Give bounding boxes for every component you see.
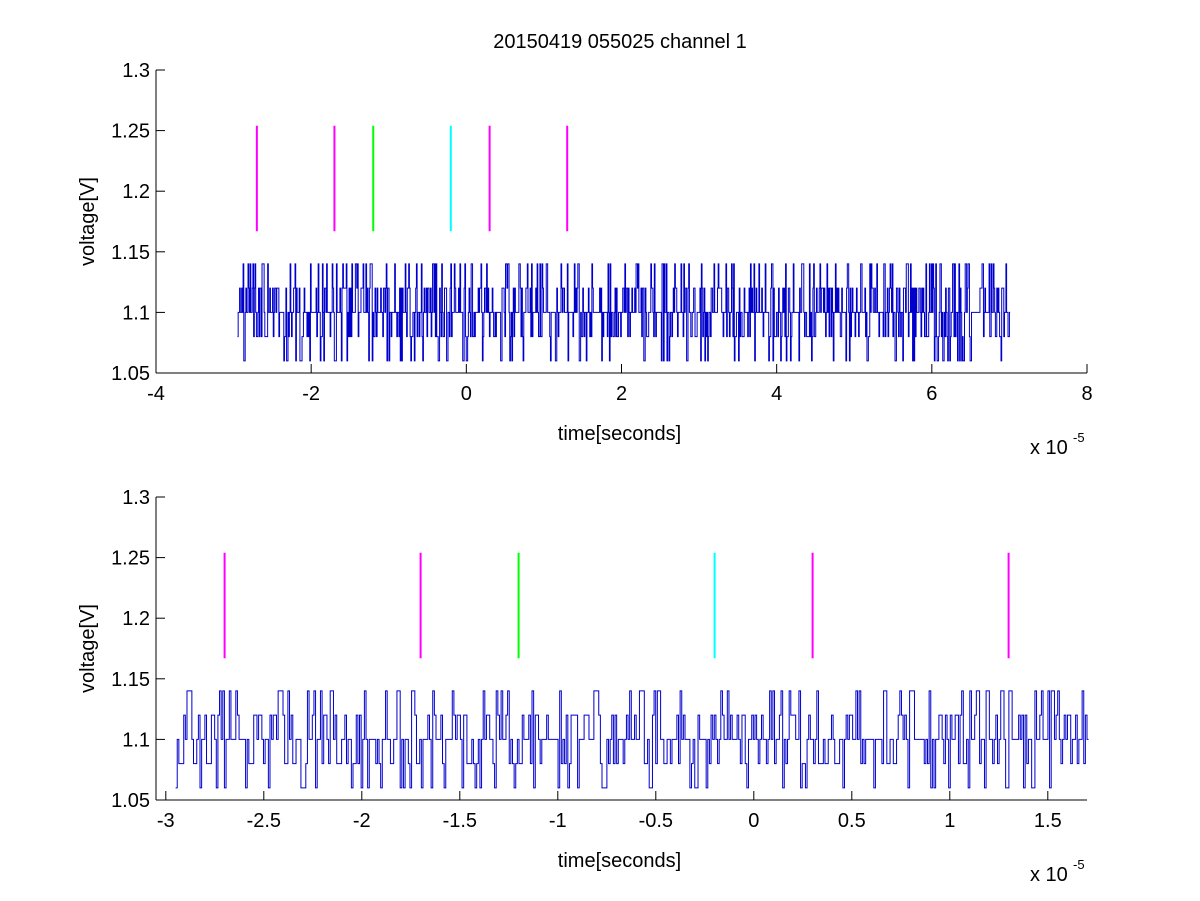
x-multiplier-label: x 10 (1030, 864, 1068, 886)
figure-title: 20150419 055025 channel 1 (493, 31, 747, 53)
x-tick-label: 1.5 (1034, 810, 1062, 832)
x-multiplier-label: x 10 (1030, 437, 1068, 459)
x-tick-label: -2.5 (247, 810, 281, 832)
bottom-plot: -3 -2.5 -2 -1.5 -1 -0.5 0 0.5 1 1.5 1.05 1.1 1.15 1.2… (77, 487, 1089, 886)
y-tick-label: 1.1 (122, 729, 150, 751)
y-tick-label: 1.25 (111, 121, 150, 143)
y-tick-label: 1.15 (111, 242, 150, 264)
x-tick-label: 0.5 (838, 810, 866, 832)
y-tick-label: 1.05 (111, 790, 150, 812)
x-tick-label: -4 (147, 383, 165, 405)
x-tick-label: 6 (926, 383, 937, 405)
x-tick-label: 0 (748, 810, 759, 832)
y-axis-label: voltage[V] (77, 177, 99, 266)
x-axis-label: time[seconds] (558, 850, 681, 872)
y-tick-label: 1.25 (111, 548, 150, 570)
voltage-trace (237, 263, 1011, 362)
x-multiplier-exponent: -5 (1073, 430, 1085, 445)
x-tick-label: -1.5 (443, 810, 477, 832)
x-tick-label: -3 (157, 810, 175, 832)
top-plot: -4 -2 0 2 4 6 8 1.05 1.1 1.15 1.2 1.25 1.3 time[secon… (77, 60, 1093, 459)
x-tick-label: -2 (302, 383, 320, 405)
y-tick-label: 1.15 (111, 669, 150, 691)
x-tick-label: 8 (1081, 383, 1092, 405)
x-tick-label: -2 (353, 810, 371, 832)
y-tick-label: 1.2 (122, 608, 150, 630)
x-tick-label: -0.5 (639, 810, 673, 832)
y-tick-label: 1.3 (122, 60, 150, 82)
y-axis-label: voltage[V] (77, 604, 99, 693)
x-tick-label: 1 (944, 810, 955, 832)
y-tick-label: 1.2 (122, 181, 150, 203)
y-tick-label: 1.05 (111, 363, 150, 385)
x-tick-label: 0 (461, 383, 472, 405)
y-tick-label: 1.3 (122, 487, 150, 509)
voltage-trace (175, 690, 1089, 789)
x-tick-label: 4 (771, 383, 782, 405)
x-multiplier-exponent: -5 (1073, 857, 1085, 872)
x-tick-label: -1 (549, 810, 567, 832)
x-axis-label: time[seconds] (558, 423, 681, 445)
x-tick-label: 2 (616, 383, 627, 405)
y-tick-label: 1.1 (122, 302, 150, 324)
